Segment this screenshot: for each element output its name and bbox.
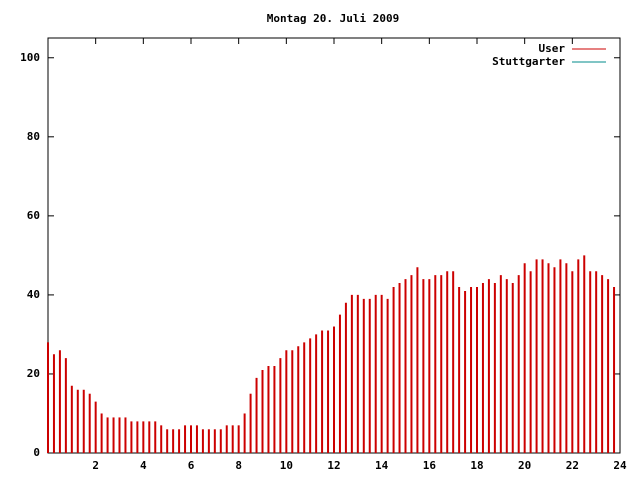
y-tick-label: 80 xyxy=(27,130,40,143)
legend-label: User xyxy=(539,42,566,55)
x-tick-label: 8 xyxy=(235,459,242,472)
x-tick-label: 14 xyxy=(375,459,389,472)
x-tick-label: 10 xyxy=(280,459,293,472)
legend-label: Stuttgarter xyxy=(492,55,565,68)
y-tick-label: 20 xyxy=(27,367,40,380)
x-tick-label: 4 xyxy=(140,459,147,472)
x-tick-label: 24 xyxy=(613,459,627,472)
x-tick-label: 6 xyxy=(188,459,195,472)
x-tick-label: 20 xyxy=(518,459,531,472)
x-tick-label: 22 xyxy=(566,459,579,472)
x-tick-label: 16 xyxy=(423,459,437,472)
y-tick-label: 100 xyxy=(20,51,40,64)
chart-title: Montag 20. Juli 2009 xyxy=(267,12,399,25)
x-tick-label: 2 xyxy=(92,459,99,472)
x-tick-label: 12 xyxy=(327,459,340,472)
y-tick-label: 40 xyxy=(27,288,40,301)
x-tick-label: 18 xyxy=(470,459,483,472)
y-tick-label: 60 xyxy=(27,209,40,222)
y-tick-label: 0 xyxy=(33,446,40,459)
